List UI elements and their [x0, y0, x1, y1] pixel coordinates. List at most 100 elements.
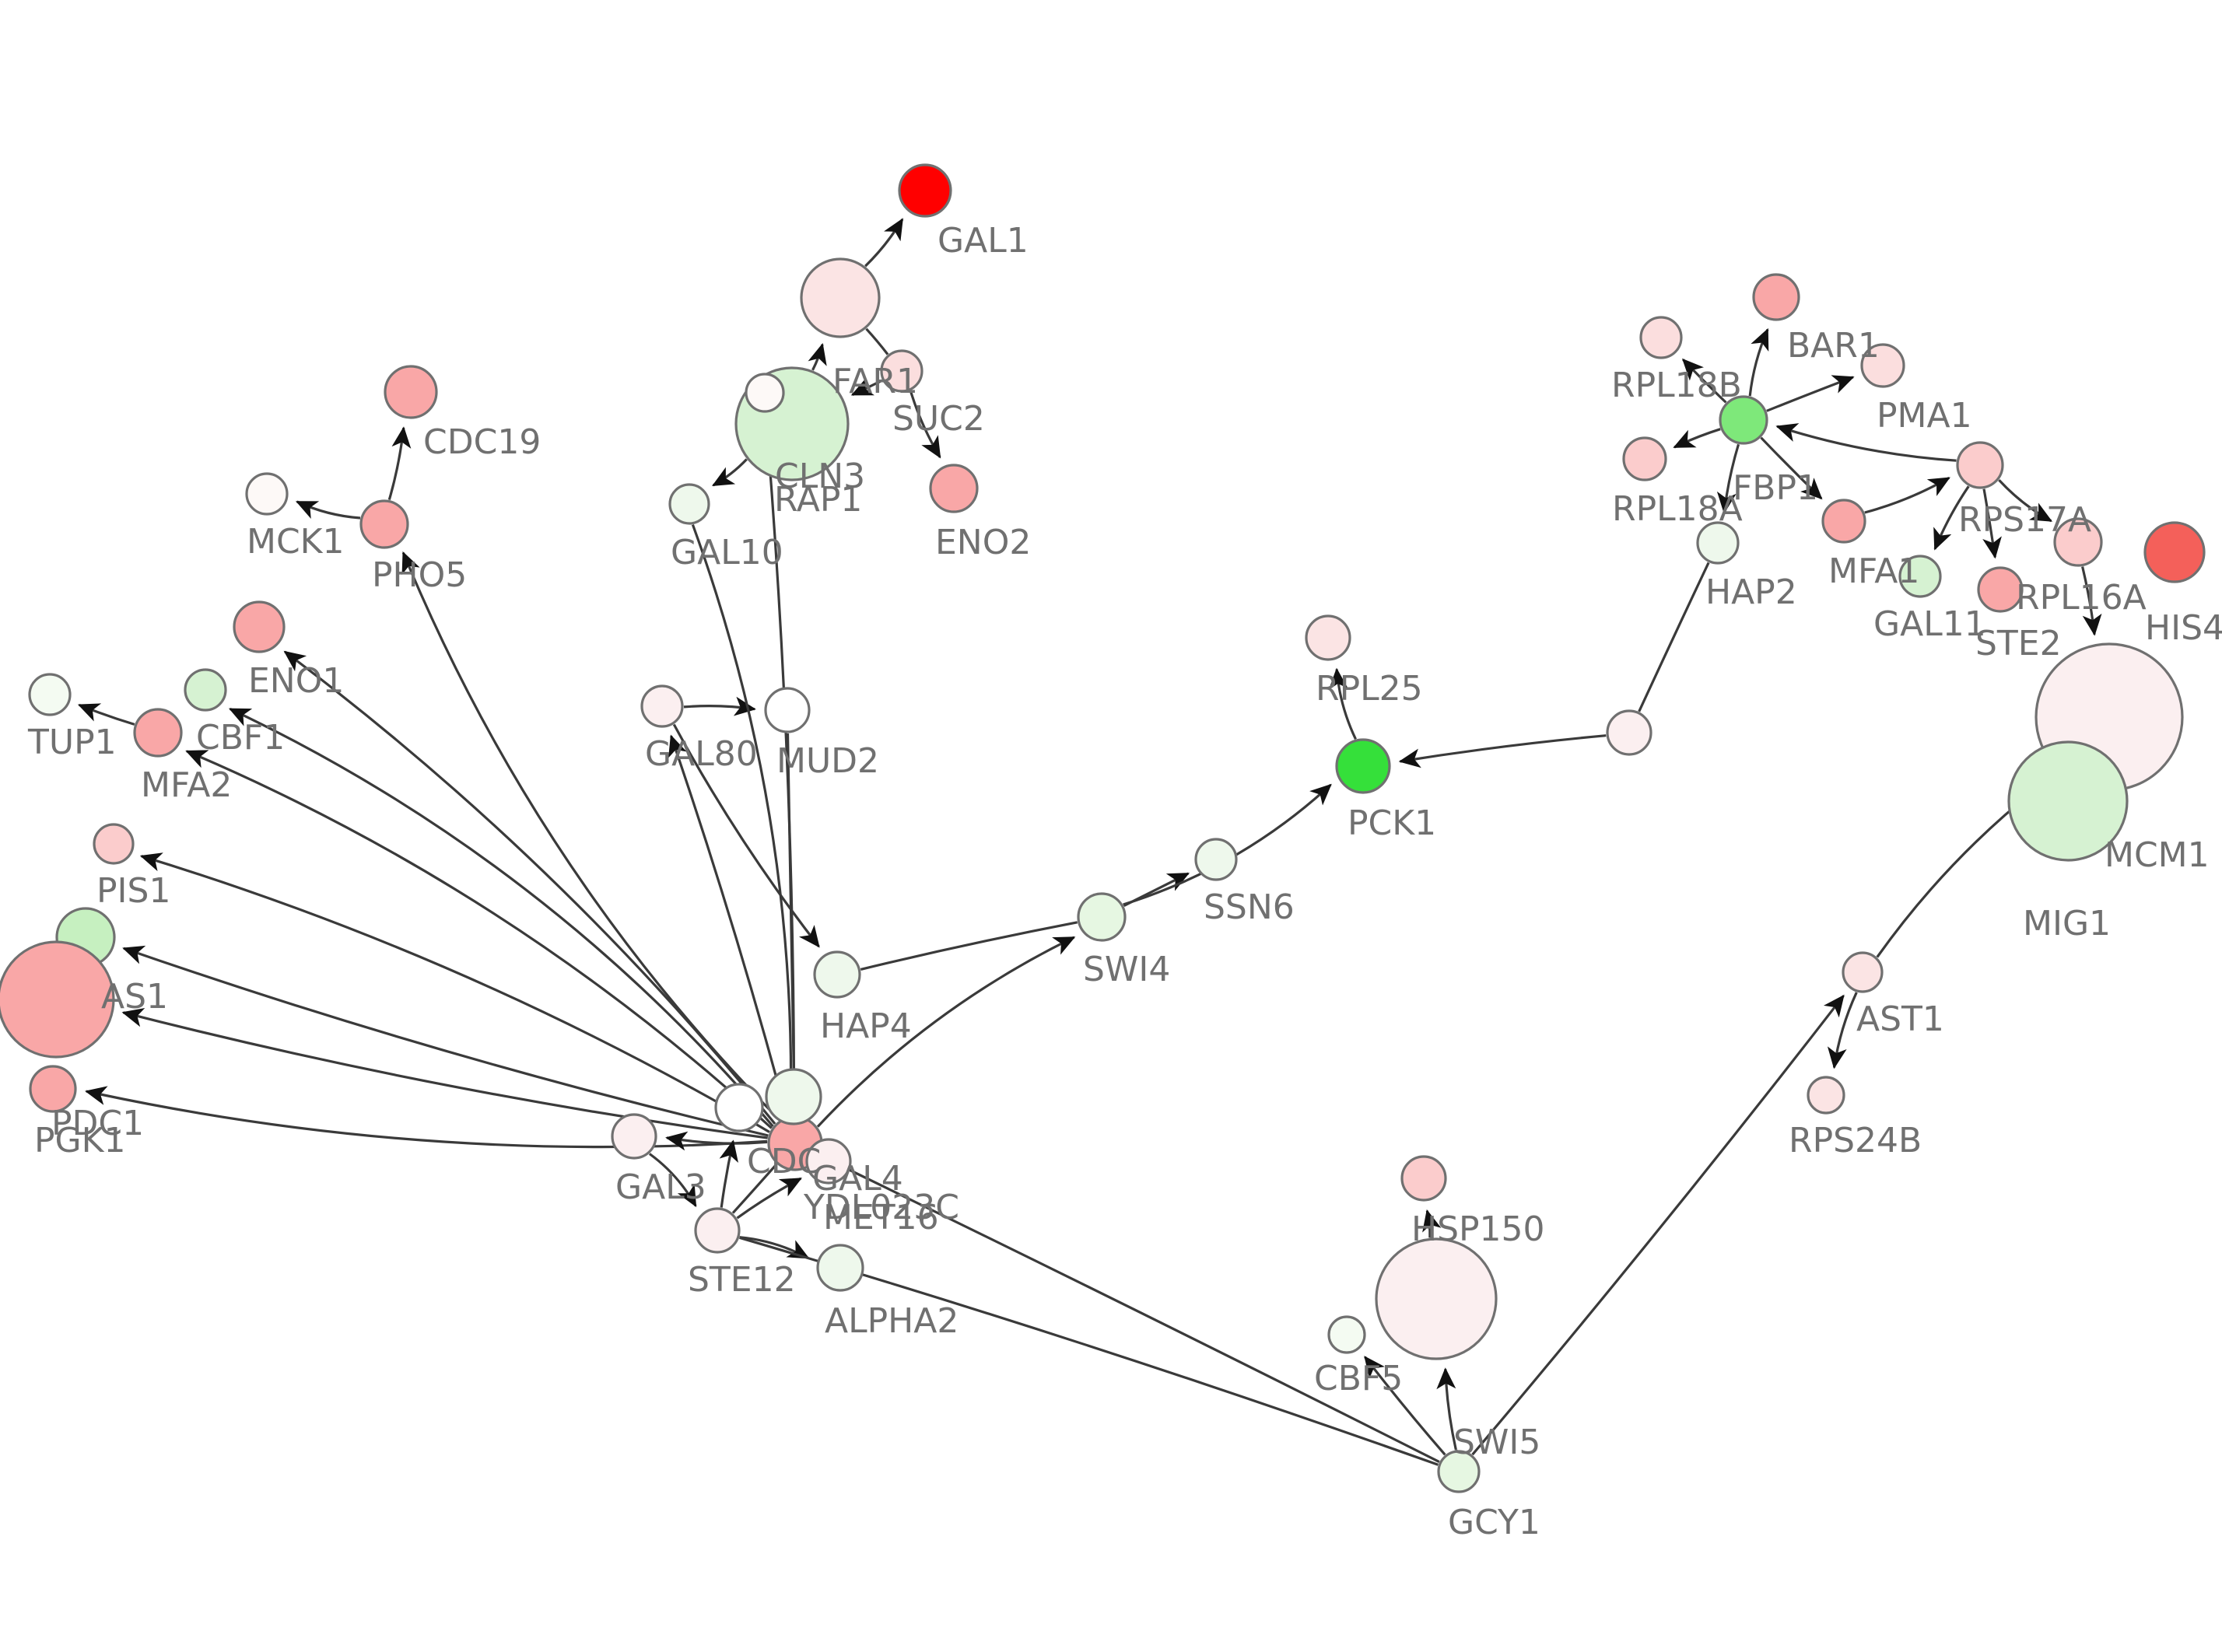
node-eno2[interactable] — [929, 464, 979, 513]
node-pgk1[interactable] — [29, 1065, 77, 1113]
edge-gcy1-swi5 — [1436, 1367, 1457, 1451]
node-mud2[interactable] — [764, 687, 811, 733]
edge-far1-suc2 — [865, 327, 889, 355]
node-far1[interactable] — [800, 257, 881, 338]
node-rps24b[interactable] — [1807, 1076, 1845, 1115]
node-rpl16a[interactable] — [2053, 517, 2103, 567]
node-hsp150[interactable] — [1400, 1155, 1447, 1202]
edge-fbp1-rpl18a — [1673, 428, 1721, 449]
edge-fbp1-bar1 — [1748, 327, 1769, 397]
node-label-ste2: STE2 — [1975, 624, 2062, 663]
node-label-cbf1: CBF1 — [196, 718, 285, 758]
edge-gal4-cbf1 — [228, 707, 774, 1128]
edge-cln3-far1 — [808, 342, 827, 371]
edge-cln3-gal10 — [712, 458, 748, 487]
node-rpl18a[interactable] — [1622, 436, 1667, 481]
node-mfa2[interactable] — [133, 708, 183, 758]
node-pck1[interactable] — [1335, 738, 1391, 794]
node-pdc1[interactable] — [0, 940, 115, 1059]
node-label-tup1: TUP1 — [27, 723, 117, 762]
edge-hap4-swi4 — [860, 921, 1078, 971]
edge-fbp1-pma1 — [1766, 375, 1855, 412]
node-label-pck1: PCK1 — [1348, 803, 1436, 843]
edge-gal80-hap4 — [672, 723, 820, 948]
node-n_rpl25r[interactable] — [1606, 709, 1652, 756]
node-label-cbf5: CBF5 — [1314, 1359, 1403, 1398]
node-label-suc2: SUC2 — [892, 399, 985, 439]
node-label-gcy1: GCY1 — [1448, 1503, 1540, 1542]
node-alpha2[interactable] — [816, 1244, 864, 1292]
node-gal1[interactable] — [898, 163, 952, 218]
node-gcy1[interactable] — [1437, 1450, 1481, 1493]
node-tup1[interactable] — [28, 673, 72, 716]
edges-layer — [77, 218, 2102, 1466]
node-rps17a[interactable] — [1956, 441, 2004, 489]
node-bar1[interactable] — [1752, 273, 1800, 321]
node-label-mud2: MUD2 — [776, 741, 879, 781]
node-cdc[interactable] — [714, 1083, 764, 1132]
node-ydl023c[interactable] — [805, 1138, 852, 1185]
node-label-ssn6: SSN6 — [1204, 887, 1295, 927]
node-rpl18b[interactable] — [1639, 316, 1683, 359]
node-label-eno2: ENO2 — [935, 523, 1031, 562]
node-label-mcm1: MCM1 — [2105, 835, 2210, 875]
node-mfa1[interactable] — [1821, 499, 1866, 544]
node-ast1[interactable] — [1842, 951, 1884, 993]
node-ssn6[interactable] — [1194, 838, 1238, 881]
edge-pck1-rpl25 — [1328, 667, 1357, 740]
node-suc2[interactable] — [880, 349, 923, 393]
node-label-rpl16a: RPL16A — [2016, 578, 2147, 618]
node-pis1[interactable] — [93, 823, 135, 865]
node-label-ast1: AST1 — [1856, 999, 1944, 1039]
node-cdc19[interactable] — [384, 365, 438, 419]
edge-rap1-gal4 — [764, 412, 796, 1116]
edge-rps17a-gal11 — [1933, 485, 1970, 551]
node-pho5[interactable] — [359, 499, 409, 549]
node-fbp1[interactable] — [1719, 395, 1768, 445]
edge-gcy1-ast1 — [1471, 994, 1845, 1456]
node-eno1[interactable] — [233, 600, 286, 653]
node-gal11[interactable] — [1898, 555, 1942, 598]
node-pma1[interactable] — [1860, 343, 1905, 388]
node-swi5[interactable] — [1375, 1237, 1498, 1360]
node-label-pgk1: PGK1 — [34, 1121, 125, 1160]
node-label-pdc1: PDC1 — [51, 1104, 144, 1143]
edge-rps17a-fbp1 — [1775, 423, 1957, 462]
edge-suc2-cln3 — [850, 377, 883, 397]
node-gal3[interactable] — [611, 1113, 657, 1160]
node-label-rps24b: RPS24B — [1789, 1121, 1922, 1160]
node-label-mig1: MIG1 — [2023, 904, 2111, 943]
edge-ste12-alpha2 — [739, 1236, 810, 1259]
node-mck1[interactable] — [245, 472, 289, 516]
edge-gal4-pdc1 — [121, 1008, 768, 1139]
node-label-hap2: HAP2 — [1705, 572, 1797, 612]
edge-ste12-cdc — [719, 1139, 738, 1208]
edge-gcy1-cbf5 — [1364, 1356, 1446, 1456]
node-ste12[interactable] — [694, 1207, 741, 1254]
node-label-cdc19: CDC19 — [423, 422, 541, 462]
node-hap2[interactable] — [1696, 521, 1740, 565]
node-label-gal11: GAL11 — [1873, 604, 1986, 644]
node-gal10[interactable] — [668, 483, 710, 525]
node-cbf1[interactable] — [184, 668, 227, 712]
nodes-layer — [0, 163, 2206, 1493]
node-hap4[interactable] — [813, 950, 861, 999]
edge-gal10-gal4 — [691, 524, 793, 1116]
node-label-eno1: ENO1 — [248, 661, 344, 701]
node-ste2[interactable] — [1977, 566, 2024, 613]
node-mig1[interactable] — [2007, 740, 2129, 862]
node-gal80[interactable] — [640, 684, 684, 728]
edge-gal4-swi4 — [816, 936, 1076, 1128]
edge-gal4-mfa2 — [185, 750, 773, 1129]
edge-fbp1-hap2 — [1716, 443, 1740, 514]
edge-gal4-gal3 — [665, 1131, 768, 1151]
edge-rps17a-ste2 — [1982, 488, 2002, 559]
node-rap1[interactable] — [745, 373, 785, 413]
node-cbf5[interactable] — [1327, 1315, 1366, 1354]
edge-gal4-gal80 — [668, 734, 789, 1118]
node-rpl25[interactable] — [1305, 614, 1351, 661]
node-his4[interactable] — [2143, 521, 2206, 583]
node-gal4g[interactable] — [765, 1068, 822, 1125]
node-swi4[interactable] — [1077, 892, 1127, 942]
